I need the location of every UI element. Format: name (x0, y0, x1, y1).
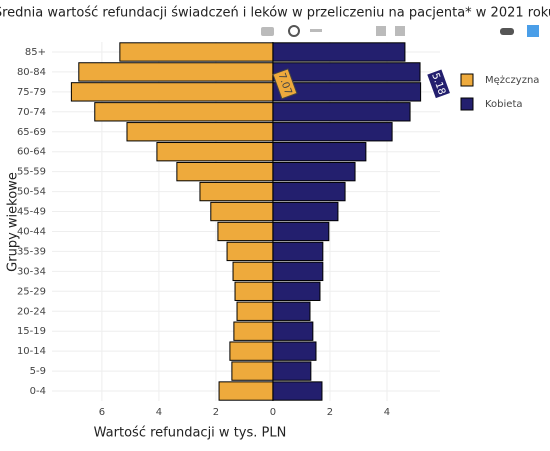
bar (210, 201, 274, 222)
bar (272, 241, 324, 262)
pan-icon[interactable] (310, 29, 322, 32)
bar (78, 62, 274, 82)
zoom-icon[interactable] (288, 25, 300, 37)
y-tick-label: 50-54 (17, 187, 46, 198)
bar (119, 42, 274, 62)
x-tick-label: 0 (270, 407, 276, 418)
hover-label-box (272, 68, 298, 100)
bar (70, 82, 274, 102)
x-tick-label: 4 (156, 407, 162, 418)
zoom-in-icon[interactable] (376, 26, 386, 36)
spike-icon[interactable] (500, 28, 514, 35)
legend-swatch (460, 97, 474, 111)
y-axis-title: Grupy wiekowe (6, 172, 21, 272)
legend-label: Kobieta (485, 99, 523, 110)
bar (231, 361, 274, 381)
y-tick-label: 40-44 (17, 226, 46, 237)
chart-title: Średnia wartość refundacji świadczeń i l… (0, 5, 550, 21)
bar (272, 142, 367, 162)
x-tick-label: 2 (327, 407, 333, 418)
y-tick-label: 5-9 (30, 366, 46, 377)
bar (272, 42, 406, 62)
bar (272, 122, 393, 142)
y-tick-label: 10-14 (17, 346, 46, 357)
bar (272, 201, 339, 222)
y-tick-label: 0-4 (30, 386, 46, 397)
bar (126, 122, 274, 142)
bar (234, 281, 274, 301)
bar (272, 102, 411, 122)
bar (272, 381, 323, 401)
bar (226, 241, 274, 262)
y-tick-label: 75-79 (17, 87, 46, 98)
hover-label-box (426, 68, 452, 100)
bar (272, 181, 346, 202)
y-tick-label: 85+ (25, 47, 46, 58)
bar (236, 301, 274, 321)
y-tick-label: 30-34 (17, 266, 46, 277)
legend-swatch (460, 73, 474, 87)
bar (94, 102, 274, 122)
bar (229, 341, 274, 361)
y-tick-label: 15-19 (17, 326, 46, 337)
y-tick-label: 80-84 (17, 67, 46, 78)
y-tick-label: 20-24 (17, 306, 46, 317)
x-tick-label: 4 (384, 407, 390, 418)
bar (272, 301, 311, 321)
bar (272, 221, 330, 242)
bar (156, 142, 274, 162)
camera-icon[interactable] (261, 27, 274, 36)
bar (233, 321, 274, 341)
x-tick-label: 2 (213, 407, 219, 418)
bar (272, 261, 324, 282)
zoom-out-icon[interactable] (395, 26, 405, 36)
modebar[interactable] (261, 25, 539, 37)
y-tick-label: 35-39 (17, 246, 46, 257)
bar (218, 381, 274, 401)
y-tick-label: 60-64 (17, 147, 46, 158)
legend-label: Mężczyzna (485, 75, 539, 86)
bar (272, 281, 321, 301)
y-tick-label: 45-49 (17, 207, 46, 218)
bar (232, 261, 274, 282)
bar (272, 321, 314, 341)
bar (272, 361, 312, 381)
plotly-logo[interactable] (527, 25, 539, 37)
y-tick-label: 70-74 (17, 107, 46, 118)
x-tick-label: 6 (99, 407, 105, 418)
bar (199, 181, 274, 202)
bar (272, 161, 356, 182)
y-tick-label: 55-59 (17, 167, 46, 178)
y-tick-label: 25-29 (17, 286, 46, 297)
hover-label: 7.07 (272, 68, 298, 100)
bar (272, 341, 317, 361)
x-axis-title: Wartość refundacji w tys. PLN (94, 426, 287, 441)
bar (176, 161, 274, 182)
y-tick-label: 65-69 (17, 127, 46, 138)
bar (272, 62, 421, 82)
hover-label: 5.18 (426, 68, 452, 100)
bar (217, 221, 274, 242)
